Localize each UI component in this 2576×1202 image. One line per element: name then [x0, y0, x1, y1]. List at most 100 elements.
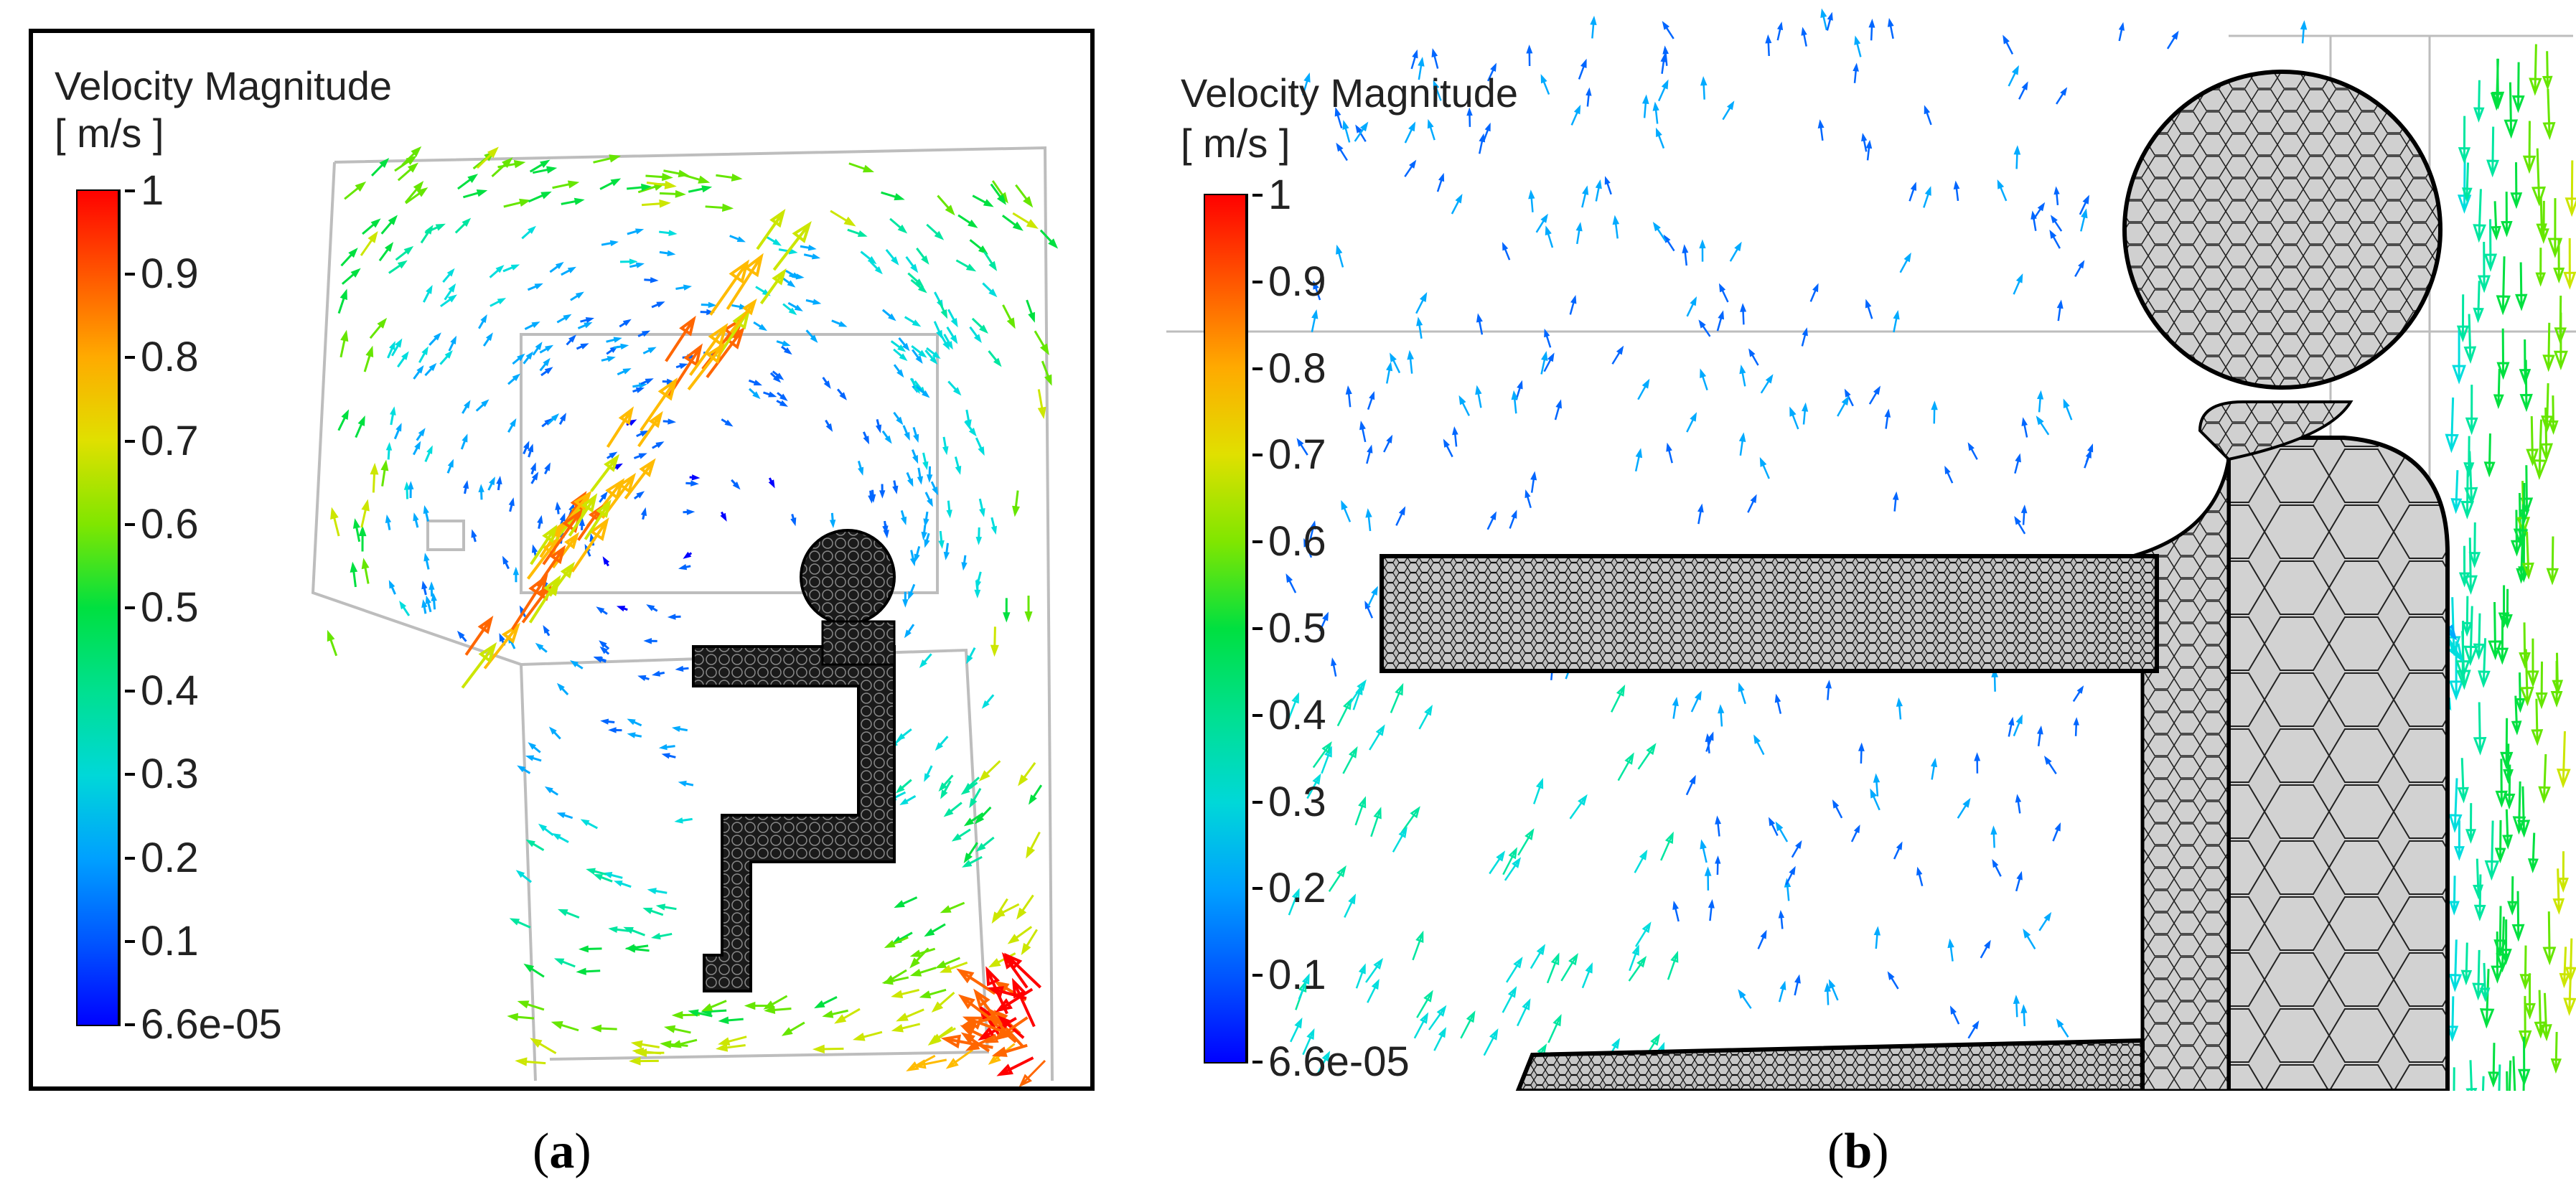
- velocity-arrow: [922, 988, 947, 998]
- velocity-arrow-head: [1524, 828, 1535, 841]
- velocity-arrow-head: [2552, 898, 2565, 915]
- velocity-arrow: [1760, 459, 1770, 479]
- velocity-arrow-head: [1887, 17, 1894, 27]
- velocity-arrow: [1690, 692, 1702, 713]
- velocity-arrow-head: [1427, 118, 1434, 129]
- velocity-arrow: [889, 217, 906, 233]
- panel-b: Velocity Magnitude [ m/s ] 1 0.9 0.8 0.7 0.6…: [1166, 0, 2576, 1091]
- velocity-arrow-head: [1331, 657, 1337, 667]
- velocity-arrow: [1328, 867, 1346, 892]
- velocity-arrow-head: [1484, 122, 1491, 132]
- velocity-arrow: [1944, 467, 1954, 484]
- velocity-arrow: [1413, 1014, 1428, 1039]
- velocity-arrow-head: [2477, 275, 2491, 294]
- velocity-arrow-head: [1884, 408, 1891, 418]
- velocity-arrow: [352, 564, 357, 588]
- velocity-arrow-head: [923, 518, 929, 527]
- velocity-arrow: [2509, 82, 2513, 136]
- velocity-arrow: [1034, 330, 1049, 354]
- velocity-arrow-head: [823, 380, 831, 389]
- velocity-arrow: [584, 502, 611, 540]
- velocity-arrow-head: [1431, 48, 1438, 57]
- velocity-arrow-head: [512, 373, 521, 382]
- velocity-arrow: [634, 1049, 662, 1055]
- velocity-arrow-head: [510, 264, 520, 271]
- velocity-arrow: [2483, 962, 2487, 1000]
- velocity-arrow: [372, 466, 376, 493]
- velocity-arrow-head: [530, 462, 536, 471]
- velocity-arrow: [1673, 903, 1680, 922]
- velocity-arrow-head: [2465, 1088, 2478, 1091]
- velocity-arrow-head: [1011, 977, 1027, 999]
- velocity-arrow-head: [478, 642, 497, 664]
- velocity-arrow-head: [892, 485, 899, 494]
- velocity-arrow-head: [698, 175, 711, 184]
- velocity-arrow-head: [921, 532, 927, 540]
- velocity-arrow: [1502, 987, 1517, 1013]
- velocity-arrow: [1432, 50, 1439, 69]
- velocity-arrow: [1916, 868, 1924, 887]
- velocity-arrow-head: [775, 372, 784, 380]
- velocity-arrow-head: [339, 288, 347, 301]
- velocity-arrow: [2498, 906, 2502, 954]
- velocity-arrow: [1316, 1052, 1330, 1075]
- colorbar-tick-mark: [1252, 800, 1263, 804]
- velocity-arrow-head: [575, 291, 584, 299]
- velocity-arrow-head: [1873, 926, 1881, 936]
- velocity-arrow: [388, 260, 406, 274]
- velocity-arrow: [2038, 393, 2042, 413]
- velocity-arrow-head: [620, 343, 629, 350]
- velocity-arrow-head: [557, 908, 568, 916]
- velocity-arrow-head: [538, 823, 548, 832]
- colorbar-tick-mark: [1252, 974, 1263, 977]
- colorbar-tick-label: 0.4: [141, 667, 199, 715]
- velocity-arrow-head: [1026, 219, 1039, 229]
- velocity-arrow: [663, 169, 687, 177]
- velocity-arrow-head: [2511, 924, 2525, 942]
- velocity-arrow: [886, 936, 909, 948]
- cfd-scene-b: [1166, 8, 2576, 1091]
- velocity-arrow-head: [507, 1013, 519, 1021]
- velocity-arrow: [937, 957, 960, 969]
- velocity-arrow-head: [1334, 107, 1341, 117]
- colorbar-tick-mark: [1252, 280, 1263, 283]
- velocity-arrow: [1738, 684, 1746, 705]
- velocity-arrow: [1433, 82, 1442, 101]
- velocity-arrow-head: [499, 633, 505, 642]
- velocity-arrow: [665, 318, 695, 362]
- velocity-arrow: [2551, 536, 2554, 583]
- velocity-arrow: [2514, 695, 2519, 733]
- velocity-arrow-head: [512, 566, 520, 576]
- velocity-arrow: [1535, 215, 1548, 233]
- velocity-arrow-head: [814, 1000, 825, 1009]
- velocity-arrow-head: [812, 1044, 825, 1054]
- velocity-arrow-head: [377, 317, 388, 329]
- velocity-arrow: [1012, 981, 1036, 1028]
- velocity-arrow: [1992, 860, 2002, 877]
- velocity-arrow-head: [1802, 402, 1809, 412]
- velocity-arrow: [1705, 733, 1714, 752]
- velocity-arrow-head: [2483, 461, 2496, 478]
- velocity-arrow: [1385, 364, 1392, 384]
- velocity-arrow: [1709, 901, 1713, 921]
- velocity-arrow: [2465, 596, 2469, 634]
- velocity-arrow-head: [812, 299, 822, 305]
- velocity-arrow-head: [515, 1057, 528, 1066]
- velocity-arrow-head: [1018, 774, 1029, 787]
- velocity-arrow-head: [1336, 244, 1343, 255]
- velocity-arrow-head: [1357, 679, 1367, 691]
- velocity-arrow-head: [1841, 395, 1850, 406]
- velocity-arrow: [690, 1010, 713, 1018]
- velocity-arrow-head: [762, 288, 771, 296]
- velocity-arrow-head: [635, 262, 645, 268]
- caption-letter: b: [1844, 1124, 1873, 1179]
- velocity-arrow: [815, 1047, 844, 1051]
- velocity-arrow-head: [411, 146, 422, 157]
- velocity-arrow-head: [990, 525, 997, 535]
- velocity-arrow-head: [2023, 928, 2031, 939]
- velocity-arrow: [2557, 868, 2560, 912]
- velocity-arrow-head: [744, 253, 764, 278]
- velocity-arrow: [1662, 22, 1675, 39]
- velocity-arrow: [642, 202, 668, 207]
- velocity-arrow-head: [917, 476, 924, 485]
